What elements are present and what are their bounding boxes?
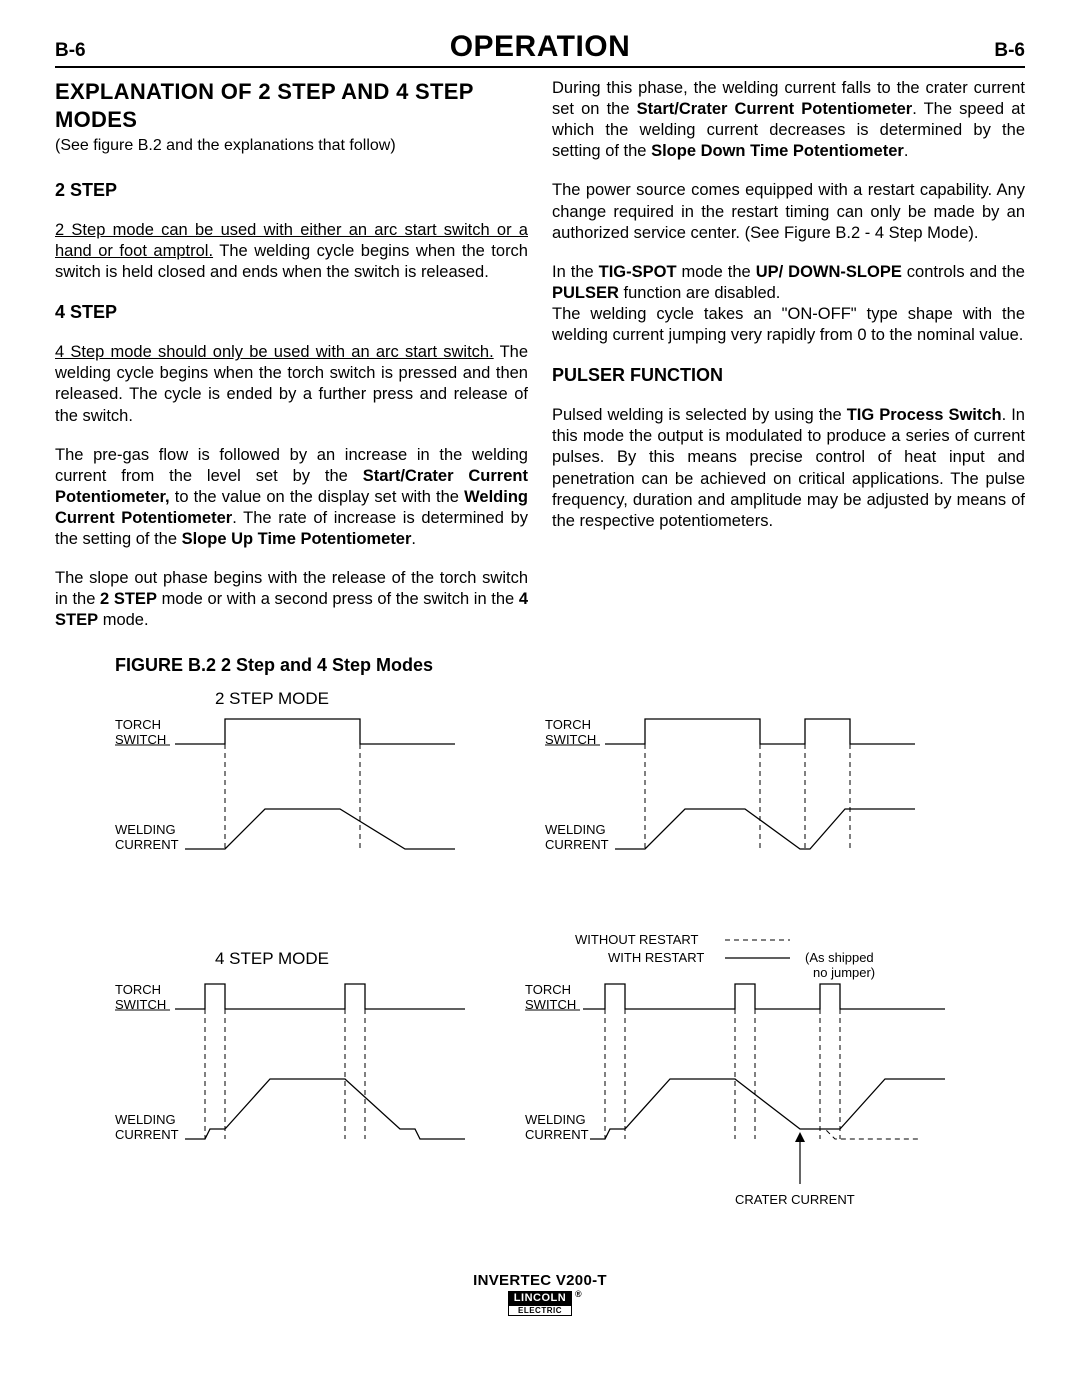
svg-text:(As shipped: (As shipped: [805, 950, 874, 965]
svg-text:CURRENT: CURRENT: [115, 837, 179, 852]
figure-caption: FIGURE B.2 2 Step and 4 Step Modes: [115, 655, 1025, 676]
para-2step: 2 Step mode can be used with either an a…: [55, 220, 528, 283]
para-4step: 4 Step mode should only be used with an …: [55, 342, 528, 426]
right-column: During this phase, the welding current f…: [552, 78, 1025, 635]
section-heading: EXPLANATION OF 2 STEP AND 4 STEP MODES: [55, 78, 528, 134]
svg-text:4 STEP MODE: 4 STEP MODE: [215, 949, 329, 968]
page-header: B-6 OPERATION B-6: [55, 30, 1025, 68]
svg-text:CURRENT: CURRENT: [525, 1127, 589, 1142]
svg-text:CRATER CURRENT: CRATER CURRENT: [735, 1192, 855, 1207]
svg-text:CURRENT: CURRENT: [115, 1127, 179, 1142]
para-pulser: Pulsed welding is selected by using the …: [552, 405, 1025, 532]
para-onoff: The welding cycle takes an "ON-OFF" type…: [552, 304, 1025, 346]
svg-text:TORCH: TORCH: [115, 717, 161, 732]
svg-text:WELDING: WELDING: [115, 822, 176, 837]
svg-text:WELDING: WELDING: [115, 1112, 176, 1127]
para-pregas: The pre-gas flow is followed by an incre…: [55, 445, 528, 551]
svg-text:WITH RESTART: WITH RESTART: [608, 950, 704, 965]
logo-top: LINCOLN: [508, 1291, 572, 1305]
model-name: INVERTEC V200-T: [55, 1272, 1025, 1289]
svg-text:WELDING: WELDING: [525, 1112, 586, 1127]
step-modes-diagram: 2 STEP MODE TORCH SWITCH WELDING CURRENT…: [55, 684, 1025, 1264]
svg-text:WITHOUT RESTART: WITHOUT RESTART: [575, 932, 699, 947]
text-columns: EXPLANATION OF 2 STEP AND 4 STEP MODES (…: [55, 78, 1025, 635]
see-note: (See figure B.2 and the explanations tha…: [55, 136, 528, 156]
svg-text:TORCH: TORCH: [115, 982, 161, 997]
left-column: EXPLANATION OF 2 STEP AND 4 STEP MODES (…: [55, 78, 528, 635]
lincoln-logo: LINCOLN ELECTRIC: [508, 1291, 572, 1316]
svg-text:CURRENT: CURRENT: [545, 837, 609, 852]
page-num-right: B-6: [994, 40, 1025, 62]
page-title: OPERATION: [450, 30, 631, 64]
subhead-4step: 4 STEP: [55, 301, 528, 324]
para-tigspot: In the TIG-SPOT mode the UP/ DOWN-SLOPE …: [552, 262, 1025, 304]
para-crater: During this phase, the welding current f…: [552, 78, 1025, 162]
svg-text:TORCH: TORCH: [545, 717, 591, 732]
svg-text:2 STEP MODE: 2 STEP MODE: [215, 689, 329, 708]
subhead-2step: 2 STEP: [55, 179, 528, 202]
para-slopeout: The slope out phase begins with the rele…: [55, 568, 528, 631]
svg-text:WELDING: WELDING: [545, 822, 606, 837]
page-footer: INVERTEC V200-T LINCOLN ELECTRIC: [55, 1272, 1025, 1318]
svg-text:no jumper): no jumper): [813, 965, 875, 980]
page-num-left: B-6: [55, 40, 86, 62]
svg-text:TORCH: TORCH: [525, 982, 571, 997]
para-restart: The power source comes equipped with a r…: [552, 180, 1025, 243]
figure-b2: 2 STEP MODE TORCH SWITCH WELDING CURRENT…: [55, 684, 1025, 1264]
logo-bottom: ELECTRIC: [508, 1305, 572, 1316]
subhead-pulser: PULSER FUNCTION: [552, 364, 1025, 387]
